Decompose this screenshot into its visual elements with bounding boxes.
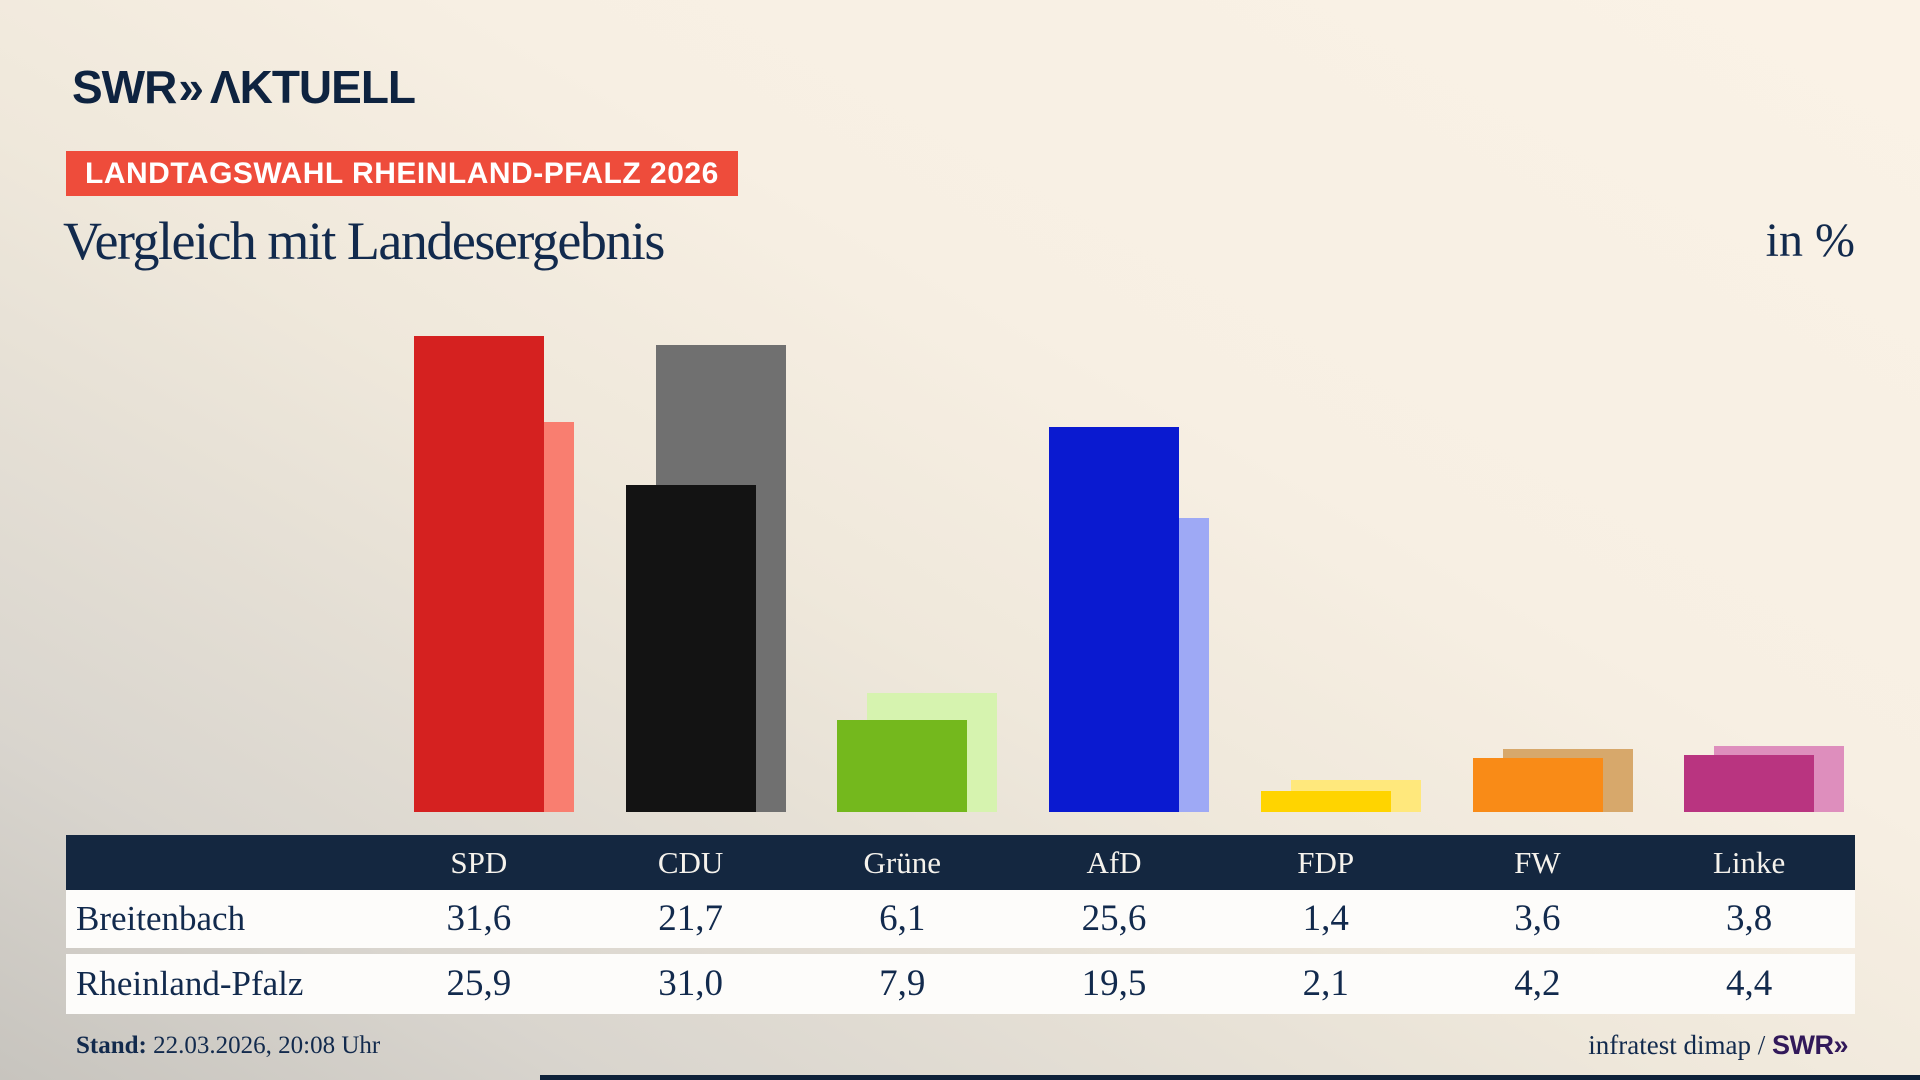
value-SPD: 31,6 [446, 898, 512, 939]
value-CDU: 31,0 [658, 963, 723, 1004]
results-table: SPD CDU Grüne AfD FDP FW Linke Breitenbach 31,6… [66, 835, 1855, 1014]
bar-main-Linke [1684, 754, 1815, 812]
source-credit: infratest dimap / SWR» [1588, 1028, 1848, 1062]
value-SPD: 25,9 [446, 963, 512, 1004]
logo-chevrons-icon: » [178, 61, 204, 113]
swr-aktuell-logo: SWR» ΛKTUELL [72, 61, 416, 113]
logo-aktuell-text: ΛKTUELL [209, 61, 416, 113]
table-header-Grüne: Grüne [863, 845, 942, 880]
chart-title: Vergleich mit Landesergebnis [63, 211, 665, 271]
bottom-accent-strip [540, 1075, 1920, 1080]
value-FW: 3,6 [1514, 898, 1561, 939]
timestamp-value: 22.03.2026, 20:08 Uhr [146, 1032, 381, 1059]
value-FW: 4,2 [1514, 963, 1561, 1004]
bar-main-Grüne [837, 720, 968, 812]
table-header-SPD: SPD [450, 845, 508, 880]
value-CDU: 21,7 [658, 898, 723, 939]
value-Grüne: 6,1 [879, 898, 926, 939]
value-FDP: 1,4 [1302, 898, 1349, 939]
unit-label: in % [1765, 214, 1855, 267]
table-row: Rheinland-Pfalz 25,9 31,0 7,9 19,5 2,1 4,2 4,4 [66, 954, 1855, 1014]
table-header-AfD: AfD [1086, 845, 1142, 880]
bar-main-FDP [1260, 790, 1391, 812]
bar-main-CDU [625, 485, 756, 812]
table-header-empty [66, 835, 373, 890]
timestamp-label: Stand: [76, 1032, 147, 1059]
value-Linke: 3,8 [1726, 898, 1773, 939]
source-swr-logo: SWR» [1771, 1030, 1849, 1060]
row-label: Breitenbach [76, 899, 246, 938]
value-Grüne: 7,9 [879, 963, 926, 1004]
table-header-row: SPD CDU Grüne AfD FDP FW Linke [66, 835, 1855, 890]
value-AfD: 19,5 [1081, 963, 1147, 1004]
table-header-CDU: CDU [657, 845, 724, 880]
value-AfD: 25,6 [1081, 898, 1147, 939]
row-label: Rheinland-Pfalz [76, 964, 304, 1003]
table-header-FW: FW [1514, 845, 1561, 880]
timestamp: Stand: 22.03.2026, 20:08 Uhr [76, 1030, 380, 1062]
logo-swr-text: SWR [72, 61, 177, 113]
table-header-Linke: Linke [1712, 845, 1786, 880]
bar-main-AfD [1049, 426, 1180, 812]
bar-main-FW [1472, 757, 1603, 812]
source-swr-chevrons-icon: » [1833, 1030, 1848, 1060]
election-banner: LANDTAGSWAHL RHEINLAND-PFALZ 2026 [66, 151, 738, 196]
source-text: infratest dimap / [1588, 1030, 1772, 1060]
value-Linke: 4,4 [1726, 963, 1773, 1004]
value-FDP: 2,1 [1302, 963, 1349, 1004]
table-row: Breitenbach 31,6 21,7 6,1 25,6 1,4 3,6 3,8 [66, 890, 1855, 948]
bar-main-SPD [414, 336, 544, 812]
table-header-FDP: FDP [1297, 845, 1355, 880]
source-swr-text: SWR [1771, 1030, 1834, 1060]
